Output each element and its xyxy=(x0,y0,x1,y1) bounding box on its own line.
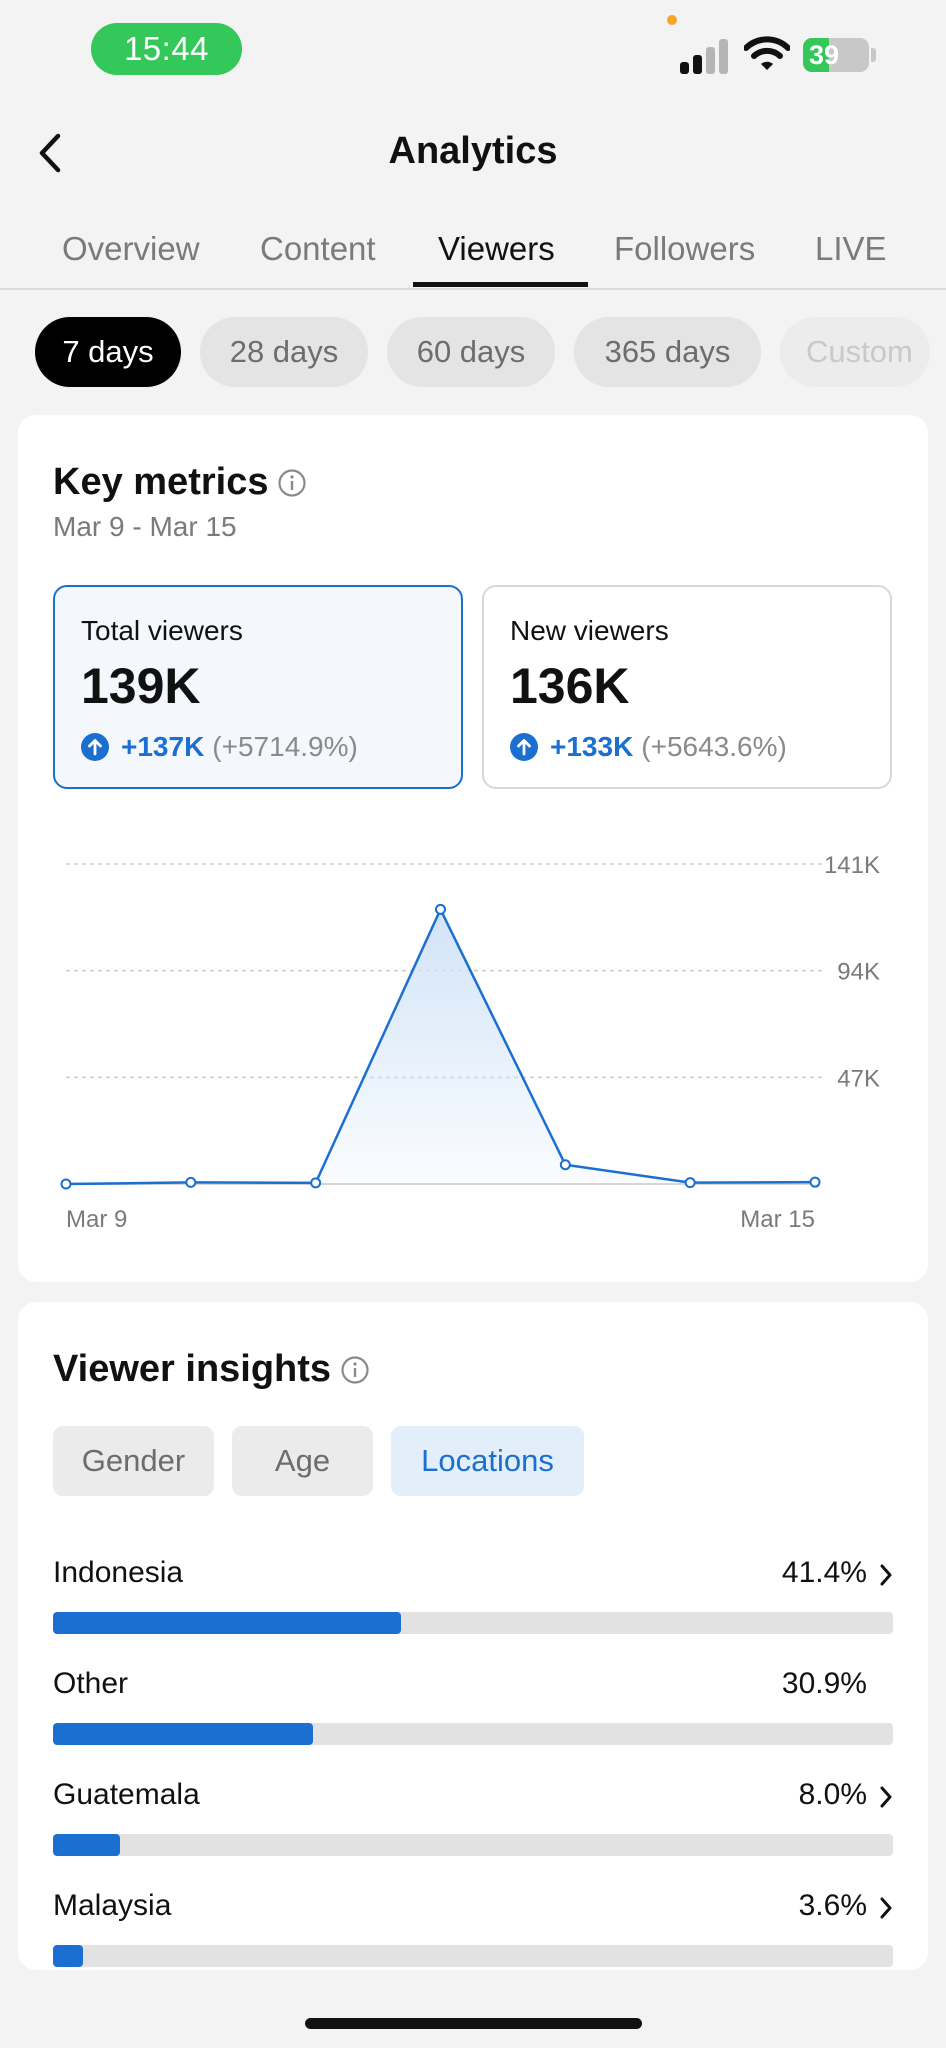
signal-icon xyxy=(680,38,730,74)
battery-tip xyxy=(871,48,876,62)
location-bar-track xyxy=(53,1834,893,1856)
chart-data-point xyxy=(809,1176,821,1188)
info-icon[interactable] xyxy=(340,1355,370,1385)
location-bar-track xyxy=(53,1723,893,1745)
tab-content[interactable]: Content xyxy=(260,230,376,267)
chart-data-point xyxy=(684,1177,696,1189)
location-name: Other xyxy=(53,1667,129,1700)
active-tab-underline xyxy=(413,282,588,287)
filter-locations[interactable]: Locations xyxy=(391,1426,584,1496)
metric-label: New viewers xyxy=(510,615,669,646)
location-name: Guatemala xyxy=(53,1778,200,1811)
metric-value: 136K xyxy=(510,658,630,714)
location-row-other: Other 30.9% xyxy=(53,1667,895,1767)
chart-data-point xyxy=(435,903,446,915)
filter-age[interactable]: Age xyxy=(232,1426,373,1496)
arrow-up-circle-icon xyxy=(81,733,109,761)
change-absolute: +137K xyxy=(121,731,205,762)
range-28-days[interactable]: 28 days xyxy=(200,317,368,387)
tab-bar: Overview Content Viewers Followers LIVE xyxy=(0,220,946,290)
location-bar-fill xyxy=(53,1612,401,1634)
key-metrics-title: Key metrics xyxy=(53,461,269,503)
location-row-indonesia[interactable]: Indonesia 41.4% xyxy=(53,1556,895,1656)
wifi-icon xyxy=(744,36,790,70)
range-365-days[interactable]: 365 days xyxy=(574,317,761,387)
home-indicator[interactable] xyxy=(305,2018,642,2029)
location-percent: 3.6% xyxy=(798,1889,867,1922)
chevron-right-icon xyxy=(880,1897,892,1919)
chart-data-point xyxy=(185,1176,197,1188)
page-title: Analytics xyxy=(388,130,558,172)
privacy-indicator-dot xyxy=(667,15,677,25)
change-absolute: +133K xyxy=(550,731,634,762)
chart-y-tick-label: 94K xyxy=(837,959,880,986)
viewer-insights-title: Viewer insights xyxy=(53,1348,332,1390)
chart-y-tick-label: 141K xyxy=(824,852,880,879)
chart-data-point xyxy=(310,1177,322,1189)
location-bar-fill xyxy=(53,1723,313,1745)
change-percent: (+5643.6%) xyxy=(641,731,787,762)
chevron-right-icon xyxy=(880,1564,892,1586)
filter-gender[interactable]: Gender xyxy=(53,1426,214,1496)
metric-change: +137K (+5714.9%) xyxy=(81,731,358,763)
location-name: Indonesia xyxy=(53,1556,184,1589)
metric-label: Total viewers xyxy=(81,615,243,646)
location-bar-track xyxy=(53,1945,893,1967)
viewer-insights-card: Viewer insights Gender Age Locations Ind… xyxy=(18,1302,928,1970)
location-bar-fill xyxy=(53,1834,121,1856)
location-bar-fill xyxy=(53,1945,84,1967)
chart-x-tick-label: Mar 9 xyxy=(66,1206,127,1233)
battery-icon: 39 xyxy=(803,38,869,72)
status-bar: 15:44 39 xyxy=(0,0,946,100)
tab-live[interactable]: LIVE xyxy=(815,230,887,267)
tab-followers[interactable]: Followers xyxy=(614,230,756,267)
chart-y-tick-label: 47K xyxy=(837,1065,880,1092)
chart-data-point xyxy=(60,1178,72,1190)
status-time: 15:44 xyxy=(91,23,242,75)
date-range: Mar 9 - Mar 15 xyxy=(53,511,237,542)
range-60-days[interactable]: 60 days xyxy=(387,317,555,387)
metric-card-total-viewers[interactable]: Total viewers 139K +137K (+5714.9%) xyxy=(53,585,463,789)
metric-value: 139K xyxy=(81,658,201,714)
chevron-left-icon[interactable] xyxy=(30,128,74,178)
location-percent: 8.0% xyxy=(798,1778,867,1811)
location-bar-track xyxy=(53,1612,893,1634)
metric-change: +133K (+5643.6%) xyxy=(510,731,787,763)
battery-percent: 39 xyxy=(809,40,840,70)
location-percent: 30.9% xyxy=(781,1667,867,1700)
location-percent: 41.4% xyxy=(781,1556,867,1589)
chart-x-tick-label: Mar 15 xyxy=(740,1206,815,1233)
location-name: Malaysia xyxy=(53,1889,172,1922)
info-icon[interactable] xyxy=(277,468,307,498)
tab-viewers[interactable]: Viewers xyxy=(438,230,555,267)
location-row-guatemala[interactable]: Guatemala 8.0% xyxy=(53,1778,895,1878)
arrow-up-circle-icon xyxy=(510,733,538,761)
metric-card-new-viewers[interactable]: New viewers 136K +133K (+5643.6%) xyxy=(482,585,892,789)
chart-data-point xyxy=(559,1159,571,1171)
chevron-right-icon xyxy=(880,1786,892,1808)
location-row-malaysia[interactable]: Malaysia 3.6% xyxy=(53,1889,895,1989)
tab-overview[interactable]: Overview xyxy=(62,230,200,267)
change-percent: (+5714.9%) xyxy=(212,731,358,762)
chart-area-fill xyxy=(66,909,815,1184)
range-custom[interactable]: Custom xyxy=(780,317,930,387)
key-metrics-card: Key metrics Mar 9 - Mar 15 Total viewers… xyxy=(18,415,928,1282)
range-7-days[interactable]: 7 days xyxy=(35,317,181,387)
viewers-line-chart: 47K 94K 141K Mar 9 Mar 15 xyxy=(60,852,880,1233)
